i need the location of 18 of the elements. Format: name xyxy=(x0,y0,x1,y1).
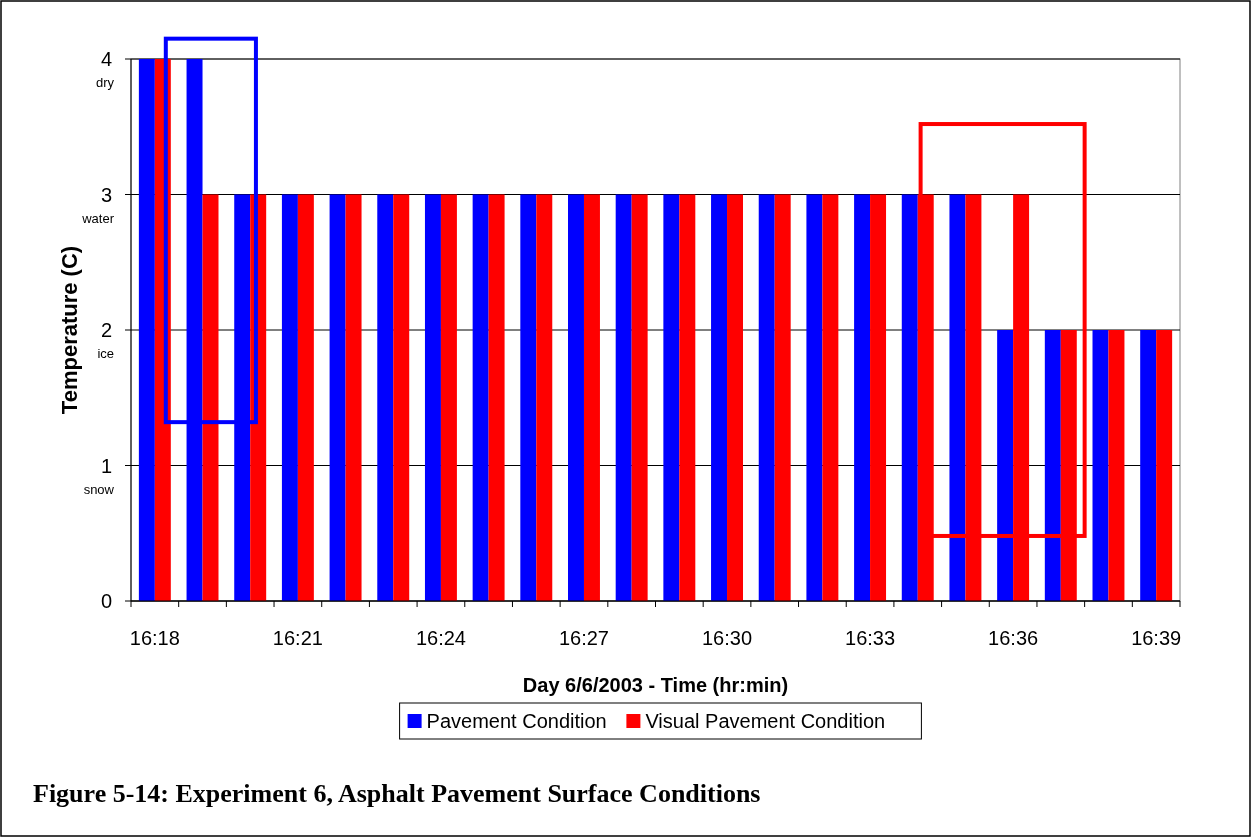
y-tick-label: 2 ice xyxy=(97,319,114,361)
x-tick-label: 16:33 xyxy=(845,627,896,649)
x-tick-label: 16:21 xyxy=(272,627,323,649)
y-axis-title: Temperature (C) xyxy=(57,245,82,415)
x-tick-label: 16:24 xyxy=(415,627,466,649)
y-tick-label: 4 dry xyxy=(95,48,115,90)
legend-label: Pavement Condition xyxy=(426,710,607,732)
x-axis-title: Day 6/6/2003 - Time (hr:min) xyxy=(522,674,789,696)
y-tick-label: 0 xyxy=(100,590,112,612)
x-tick-label: 16:27 xyxy=(558,627,610,649)
x-tick-label: 16:18 xyxy=(129,627,180,649)
x-tick-label: 16:36 xyxy=(988,627,1039,649)
x-tick-label: 16:30 xyxy=(701,627,753,649)
y-tick-label: 1 snow xyxy=(83,454,115,497)
legend-label: Visual Pavement Condition xyxy=(645,710,886,732)
x-tick-label: 16:39 xyxy=(1131,627,1182,649)
caption: Figure 5-14: Experiment 6, Asphalt Pavement Surface Conditions xyxy=(33,779,761,808)
y-tick-label: 3 water xyxy=(81,183,115,226)
